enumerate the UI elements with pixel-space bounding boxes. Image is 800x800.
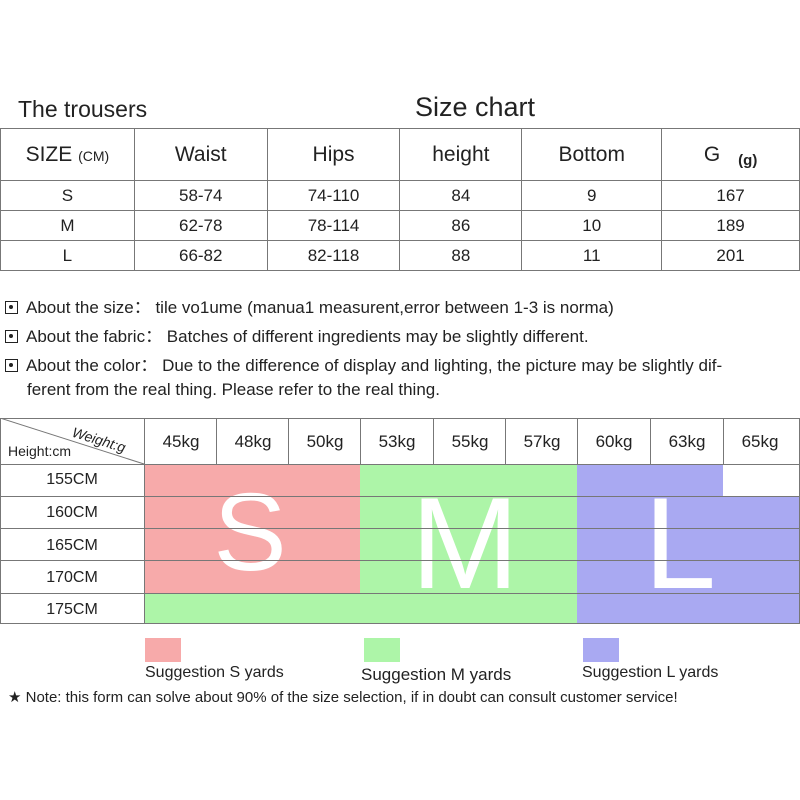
table-row: L 66-82 82-118 88 11 201 <box>0 240 800 271</box>
weight-label: 48kg <box>234 432 272 451</box>
legend-swatch-s <box>145 638 181 662</box>
cell: 74-110 <box>266 180 401 211</box>
cell: L <box>0 240 135 271</box>
note-color: About the color： Due to the difference o… <box>5 351 722 376</box>
size-table-header: SIZE (CM) Waist Hips height Bottom G (g) <box>0 128 800 181</box>
grid-line <box>0 623 800 624</box>
cell: S <box>0 180 135 211</box>
grid-line <box>723 418 724 464</box>
header-weight: G (g) <box>661 128 800 181</box>
grid-line <box>505 418 506 464</box>
footnote: ★ Note: this form can solve about 90% of… <box>8 689 678 706</box>
big-letter-l: L <box>643 470 717 616</box>
cell: 62-78 <box>133 210 268 241</box>
height-label: 155CM <box>46 471 98 488</box>
cell: 82-118 <box>266 240 401 271</box>
weight-label: 55kg <box>451 432 489 451</box>
grid-line <box>288 418 289 464</box>
height-label: 165CM <box>46 537 98 554</box>
cell: 9 <box>521 180 663 211</box>
bullet-icon <box>5 359 18 372</box>
corner-diagonal <box>0 418 145 465</box>
weight-label: 50kg <box>306 432 344 451</box>
height-label: 160CM <box>46 504 98 521</box>
cell: 78-114 <box>266 210 401 241</box>
table-row: M 62-78 78-114 86 10 189 <box>0 210 800 241</box>
note-color-text: About the color： Due to the difference o… <box>26 356 723 375</box>
grid-line <box>216 418 217 464</box>
grid-line <box>650 418 651 464</box>
zone-m-fill-bottom-left <box>144 593 360 624</box>
bullet-icon <box>5 301 18 314</box>
grid-line <box>577 418 578 464</box>
note-size-text: About the size： tile vo1ume (manua1 meas… <box>26 298 614 317</box>
legend-label-s: Suggestion S yards <box>145 664 284 681</box>
header-hips: Hips <box>266 128 401 181</box>
legend-label-m: Suggestion M yards <box>361 665 512 684</box>
zone-l-fill <box>577 464 723 624</box>
big-letter-m: M <box>410 470 520 616</box>
header-height: height <box>399 128 523 181</box>
note-color-cont: ferent from the real thing. Please refer… <box>27 380 440 399</box>
grid-line <box>433 418 434 464</box>
size-table: SIZE (CM) Waist Hips height Bottom G (g) … <box>0 128 800 271</box>
cell: 10 <box>521 210 663 241</box>
corner-height-label: Height:cm <box>8 443 72 459</box>
weight-height-grid: S M L Weight:g Height:cm 45kg 48kg 50kg … <box>0 418 800 624</box>
grid-line <box>0 464 800 465</box>
weight-label: 57kg <box>523 432 561 451</box>
cell: 201 <box>661 240 800 271</box>
zone-m-fill <box>360 464 577 624</box>
cell: 58-74 <box>133 180 268 211</box>
grid-line <box>0 593 800 594</box>
weight-label: 60kg <box>595 432 633 451</box>
bullet-icon <box>5 330 18 343</box>
note-fabric: About the fabric： Batches of different i… <box>5 322 589 347</box>
trousers-title: The trousers <box>18 96 148 122</box>
weight-label: 65kg <box>741 432 779 451</box>
cell: 86 <box>399 210 523 241</box>
note-size: About the size： tile vo1ume (manua1 meas… <box>5 293 614 318</box>
grid-line <box>0 418 800 419</box>
cell: 66-82 <box>133 240 268 271</box>
cell: 189 <box>661 210 800 241</box>
size-chart-title: Size chart <box>415 92 536 122</box>
header-waist: Waist <box>133 128 268 181</box>
legend-swatch-l <box>583 638 619 662</box>
grid-line <box>0 496 800 497</box>
big-letter-s: S <box>213 471 287 594</box>
legend-label-l: Suggestion L yards <box>582 664 719 681</box>
cell: M <box>0 210 135 241</box>
grid-line <box>0 560 800 561</box>
cell: 167 <box>661 180 800 211</box>
weight-label: 53kg <box>378 432 416 451</box>
grid-line <box>0 418 1 624</box>
cell: 84 <box>399 180 523 211</box>
grid-line <box>360 418 361 464</box>
cell: 11 <box>521 240 663 271</box>
header-bottom: Bottom <box>521 128 663 181</box>
grid-line <box>144 418 145 624</box>
table-row: S 58-74 74-110 84 9 167 <box>0 180 800 211</box>
note-fabric-text: About the fabric： Batches of different i… <box>26 327 589 346</box>
legend-swatch-m <box>364 638 400 662</box>
grid-line <box>0 528 800 529</box>
height-label: 170CM <box>46 569 98 586</box>
weight-label: 63kg <box>668 432 706 451</box>
cell: 88 <box>399 240 523 271</box>
weight-label: 45kg <box>162 432 200 451</box>
height-label: 175CM <box>46 601 98 618</box>
header-size: SIZE (CM) <box>0 128 135 181</box>
